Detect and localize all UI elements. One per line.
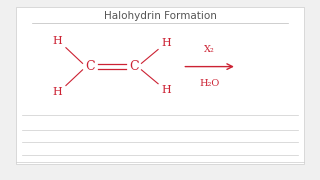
Text: C: C xyxy=(130,60,139,73)
FancyBboxPatch shape xyxy=(16,7,304,164)
Text: H: H xyxy=(53,36,62,46)
Text: H₂O: H₂O xyxy=(199,79,220,88)
Text: H: H xyxy=(162,85,171,95)
Text: Halohydrin Formation: Halohydrin Formation xyxy=(104,11,216,21)
Text: H: H xyxy=(53,87,62,97)
Text: X₂: X₂ xyxy=(204,45,215,54)
Text: C: C xyxy=(85,60,94,73)
Text: H: H xyxy=(162,38,171,48)
